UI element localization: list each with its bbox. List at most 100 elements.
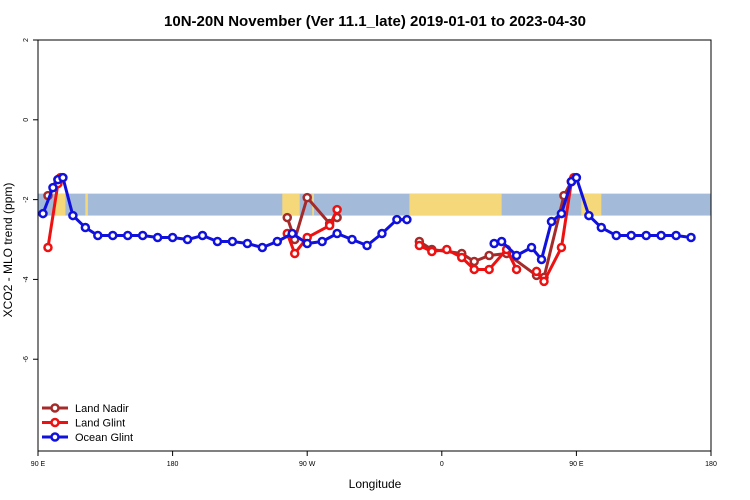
legend-marker [50,432,60,442]
x-tick-label-4: 90 E [569,461,584,468]
data-point [227,236,238,247]
data-point [48,182,58,193]
data-point [282,212,293,223]
series-land-nadir [43,174,577,283]
x-tick-label-1: 180 [167,461,179,468]
data-point [43,242,53,253]
data-point [122,230,133,241]
x-tick-label-2: 90 W [299,461,316,468]
legend-marker [50,417,60,428]
data-point [641,230,651,241]
data-point [347,234,357,245]
data-point [137,230,148,241]
legend-item-0: Land Nadir [42,403,129,415]
legend-item-1: Land Glint [42,418,125,430]
land-mass-1 [85,193,88,216]
y-tick-label-4: -6 [23,356,30,362]
data-point [469,256,479,267]
data-point [496,236,507,247]
data-point [289,248,300,259]
data-point [484,250,494,261]
data-point [427,246,437,257]
data-point [167,232,178,243]
legend: Land Nadir Land Glint Ocean Glint [42,403,133,444]
data-point [38,208,48,219]
data-point [571,172,582,183]
data-point [392,214,402,225]
data-point [58,172,68,183]
data-point [108,230,118,241]
data-point [302,192,312,203]
data-point [671,230,681,241]
data-point [324,220,335,231]
data-point [484,264,494,275]
y-tick-label-1: 0 [23,118,30,122]
data-point [272,236,283,247]
x-tick-label-3: 0 [440,461,444,468]
data-point [539,276,549,287]
data-point [332,204,342,215]
data-point [531,266,542,277]
map-band [38,193,711,216]
data-point [686,232,696,243]
data-point [377,228,387,239]
ocean-band [38,193,711,216]
data-point [93,230,103,241]
y-tick-label-3: -4 [23,276,30,282]
legend-label: Ocean Glint [75,432,133,444]
plot-frame [37,39,712,452]
data-point [257,242,268,253]
series-layer [38,172,696,287]
data-point [332,228,342,239]
x-tick-label-5: 180 [705,461,717,468]
data-point [68,210,78,221]
data-point [596,222,607,233]
data-point [442,244,452,255]
data-point [197,230,208,241]
land-mass-0 [55,193,66,216]
data-point [182,234,193,245]
data-point [469,264,479,275]
data-point [511,250,522,261]
legend-label: Land Glint [75,418,125,430]
data-point [402,214,412,225]
data-point [526,242,537,253]
legend-item-2: Ocean Glint [42,432,133,444]
series-ocean-glint [38,172,696,265]
data-point [302,238,312,249]
x-axis-label: Longitude [349,477,402,491]
data-point [546,216,557,227]
series-line-2-1 [493,176,692,261]
data-point [489,238,499,249]
data-point [611,230,622,241]
chart-title: 10N-20N November (Ver 11.1_late) 2019-01… [164,13,586,30]
data-point [556,242,567,253]
data-point [511,264,522,275]
legend-label: Land Nadir [75,403,129,415]
x-tick-label-0: 90 E [31,461,46,468]
data-point [656,230,666,241]
data-point [152,232,163,243]
y-tick-label-0: 2 [23,38,30,42]
data-point [456,252,467,263]
data-point [556,208,567,219]
data-point [317,236,327,247]
land-mass-2 [282,193,300,216]
y-axis-label: XCO2 - MLO trend (ppm) [1,183,15,318]
series-land-glint [43,172,579,287]
data-point [242,238,253,249]
data-point [536,254,547,265]
data-point [414,240,425,251]
data-point [287,228,297,239]
data-point [584,210,594,221]
axis-ticks: 90 E 180 90 W 0 90 E 180 2 0 -2 -4 -6 [23,38,717,468]
legend-marker [50,403,60,413]
data-point [626,230,636,241]
data-point [80,222,91,233]
data-point [362,240,372,251]
y-tick-label-2: -2 [23,196,30,202]
land-mass-4 [409,193,502,216]
data-point [212,236,223,247]
series-line-2-0 [41,176,407,249]
